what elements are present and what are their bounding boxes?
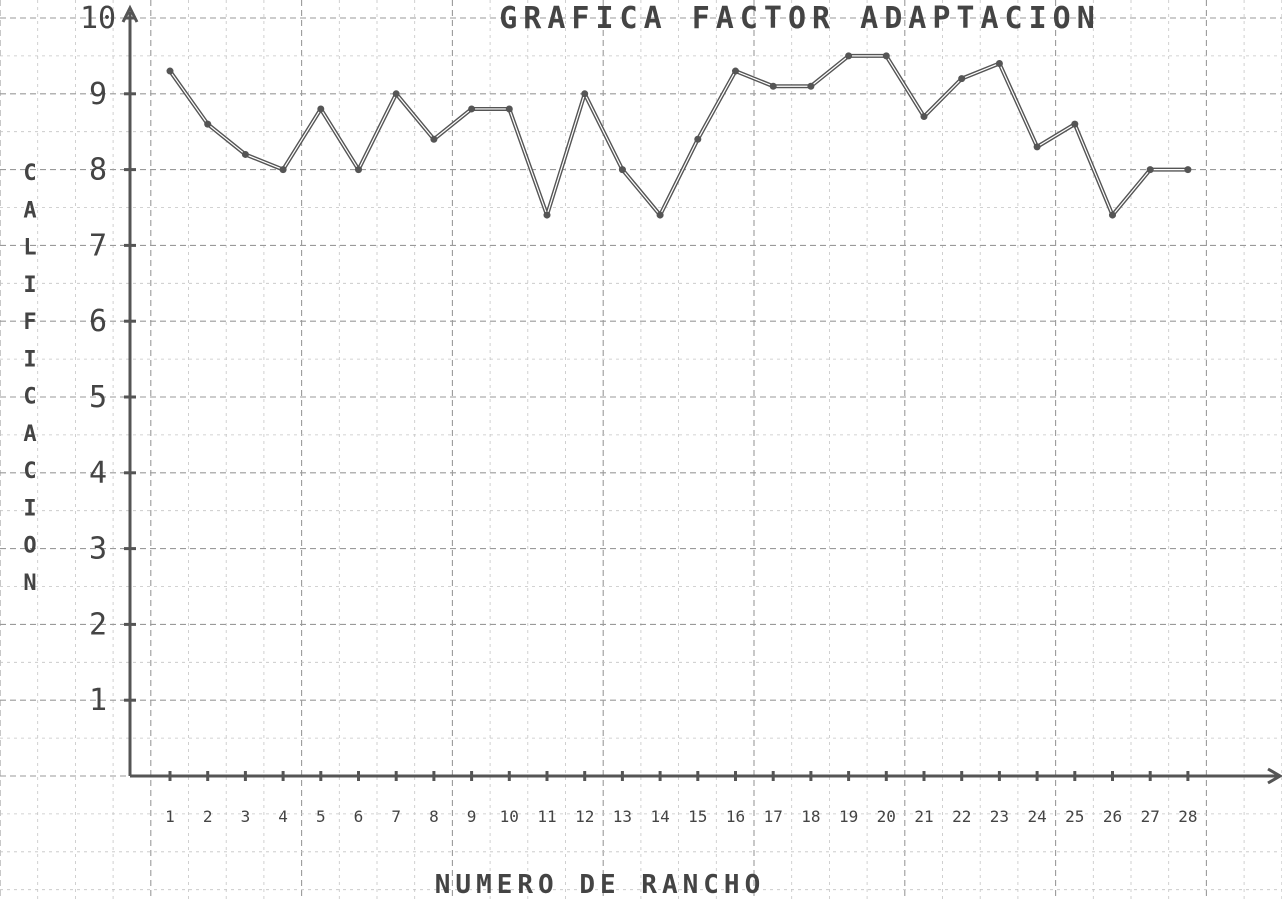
x-tick-label: 8	[429, 807, 439, 826]
x-tick-label: 10	[500, 807, 519, 826]
x-tick-label: 9	[467, 807, 477, 826]
data-point	[769, 82, 777, 90]
x-tick-label: 28	[1178, 807, 1197, 826]
y-tick-label: 8	[89, 153, 107, 188]
data-point	[958, 75, 966, 83]
data-point	[618, 166, 626, 174]
x-tick-label: 16	[726, 807, 745, 826]
data-point	[656, 211, 664, 219]
y-axis-label-letter: I	[23, 273, 36, 298]
x-tick-label: 17	[764, 807, 783, 826]
x-tick-label: 23	[990, 807, 1009, 826]
series-line-highlight	[169, 55, 1188, 216]
y-axis-label-letter: A	[23, 198, 36, 223]
data-point	[1184, 166, 1192, 174]
data-point	[204, 120, 212, 128]
data-point	[581, 90, 589, 98]
x-tick-label: 27	[1141, 807, 1160, 826]
x-tick-label: 2	[203, 807, 213, 826]
y-tick-labels: 1 2 3 4 5 6 7 8 9 10	[80, 1, 136, 718]
data-point	[845, 52, 853, 60]
data-point	[1033, 143, 1041, 151]
y-tick-label: 7	[89, 228, 107, 263]
x-tick-label: 24	[1027, 807, 1046, 826]
y-axis-label-letter: I	[23, 496, 36, 521]
data-point	[505, 105, 513, 113]
data-point	[166, 67, 174, 75]
y-axis-label-letter: C	[23, 459, 36, 484]
data-point	[430, 135, 438, 143]
x-tick-label: 7	[391, 807, 401, 826]
x-tick-label: 26	[1103, 807, 1122, 826]
data-point	[920, 113, 928, 121]
x-tick-label: 5	[316, 807, 326, 826]
x-tick-label: 6	[354, 807, 364, 826]
data-point	[995, 59, 1003, 67]
x-tick-label: 20	[877, 807, 896, 826]
data-point	[279, 166, 287, 174]
data-point	[694, 135, 702, 143]
x-axis-label: NUMERO DE RANCHO	[435, 870, 765, 900]
y-tick-label: 5	[89, 380, 107, 415]
x-axis-arrow	[1267, 767, 1282, 785]
x-tick-label: 22	[952, 807, 971, 826]
x-tick-label: 3	[241, 807, 251, 826]
y-tick-label: 4	[89, 456, 107, 491]
x-tick-label: 25	[1065, 807, 1084, 826]
series-line	[166, 52, 1192, 219]
y-axis-label-letter: I	[23, 347, 36, 372]
data-point	[732, 67, 739, 75]
x-tick-label: 13	[613, 807, 632, 826]
y-axis-label-letter: F	[23, 310, 36, 335]
data-point	[392, 90, 400, 98]
data-point	[355, 166, 362, 174]
y-axis-label-letter: C	[23, 385, 36, 410]
x-tick-label: 4	[278, 807, 288, 826]
y-tick-label: 2	[89, 607, 107, 642]
y-tick-label: 9	[89, 77, 107, 112]
data-point	[1071, 120, 1079, 128]
data-point	[1146, 166, 1154, 174]
y-axis-label-letter: O	[23, 534, 36, 559]
x-tick-label: 12	[575, 807, 594, 826]
y-axis-label-letter: A	[23, 422, 36, 447]
y-tick-label: 10	[80, 1, 116, 36]
data-point	[807, 82, 815, 90]
x-tick-label: 19	[839, 807, 858, 826]
x-tick-labels: 1 2 3 4 5 6 7 8 9 10 11 12 13 14 15 16 17 18 19 20 21 22 23 24 2…	[165, 771, 1198, 826]
data-point	[882, 52, 890, 60]
y-tick-label: 3	[89, 532, 107, 567]
x-tick-label: 15	[688, 807, 707, 826]
x-tick-label: 1	[165, 807, 175, 826]
data-point	[468, 105, 476, 113]
y-axis-label-letter: L	[23, 236, 36, 261]
x-tick-label: 21	[914, 807, 933, 826]
y-tick-label: 1	[89, 683, 107, 718]
x-tick-label: 14	[650, 807, 669, 826]
axes	[121, 4, 1282, 785]
x-tick-label: 11	[537, 807, 556, 826]
data-point	[543, 211, 551, 219]
data-point	[317, 105, 325, 113]
data-point	[241, 150, 249, 158]
y-axis-label-letter: N	[23, 571, 36, 596]
data-point	[1109, 211, 1116, 219]
y-tick-label: 6	[89, 304, 107, 339]
x-tick-label: 18	[801, 807, 820, 826]
chart-title: GRAFICA FACTOR ADAPTACION	[499, 1, 1101, 36]
y-axis-label-letter: C	[23, 161, 36, 186]
